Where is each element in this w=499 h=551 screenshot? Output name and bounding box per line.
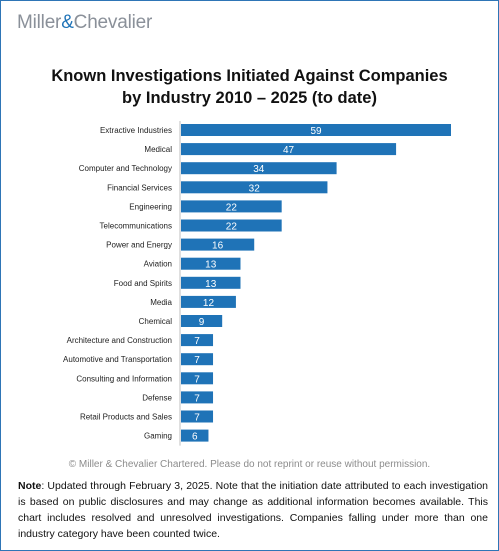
category-label: Telecommunications (100, 222, 172, 231)
bar (181, 353, 214, 366)
data-label: 7 (194, 355, 200, 366)
category-label: Retail Products and Sales (80, 413, 172, 422)
data-label: 7 (194, 374, 200, 385)
chart-title: Known Investigations Initiated Against C… (1, 65, 498, 109)
category-label: Chemical (139, 317, 173, 326)
data-label: 32 (249, 183, 261, 194)
data-label: 59 (310, 126, 322, 137)
data-label: 47 (283, 145, 295, 156)
bar (181, 124, 451, 136)
category-label: Media (150, 298, 172, 307)
bar (181, 276, 241, 289)
data-label: 22 (226, 222, 238, 233)
logo-text-chevalier: Chevalier (73, 12, 153, 33)
bar (181, 315, 223, 327)
data-label: 7 (194, 393, 200, 404)
footnote-text: : Updated through February 3, 2025. Note… (18, 480, 488, 540)
data-label: 6 (192, 432, 198, 443)
category-label: Architecture and Construction (67, 336, 172, 345)
bar-chart: Extractive Industries 59 Medical 47 Computer… (63, 121, 451, 446)
bar (181, 181, 328, 194)
bar (181, 391, 214, 404)
data-label: 13 (205, 279, 217, 290)
bar (181, 219, 282, 232)
category-label: Extractive Industries (100, 126, 172, 135)
bar (181, 410, 214, 423)
category-label: Consulting and Information (76, 374, 172, 383)
data-label: 34 (253, 164, 265, 175)
bar (181, 372, 214, 385)
logo-text-miller: Miller (17, 12, 62, 33)
footnote: Note: Updated through February 3, 2025. … (18, 478, 488, 542)
copyright-notice: © Miller & Chevalier Chartered. Please d… (68, 459, 431, 470)
bar (181, 200, 282, 213)
category-label: Computer and Technology (79, 164, 172, 173)
category-label: Engineering (129, 202, 172, 211)
category-label: Power and Energy (106, 241, 172, 250)
category-label: Automotive and Transportation (63, 355, 172, 364)
company-logo: Miller&Chevalier (17, 12, 152, 34)
chart-title-line-1: Known Investigations Initiated Against C… (51, 67, 448, 85)
data-label: 12 (203, 298, 215, 309)
bar (181, 238, 255, 251)
footnote-label: Note (18, 480, 42, 492)
data-label: 22 (226, 202, 238, 213)
chart-title-line-2: by Industry 2010 – 2025 (to date) (122, 89, 377, 107)
bar (181, 429, 209, 442)
logo-ampersand: & (61, 12, 74, 33)
data-label: 7 (194, 336, 200, 347)
data-label: 13 (205, 260, 217, 271)
category-label: Financial Services (107, 183, 172, 192)
category-label: Food and Spirits (114, 279, 172, 288)
category-label: Medical (144, 145, 172, 154)
data-label: 9 (199, 317, 205, 328)
bar (181, 334, 214, 347)
data-label: 16 (212, 241, 224, 252)
category-label: Aviation (144, 260, 172, 269)
bar (181, 257, 241, 270)
bar (181, 162, 337, 175)
bar (181, 143, 397, 156)
category-label: Defense (142, 393, 172, 402)
data-label: 7 (194, 413, 200, 424)
bar (181, 295, 236, 308)
category-label: Gaming (144, 432, 172, 441)
